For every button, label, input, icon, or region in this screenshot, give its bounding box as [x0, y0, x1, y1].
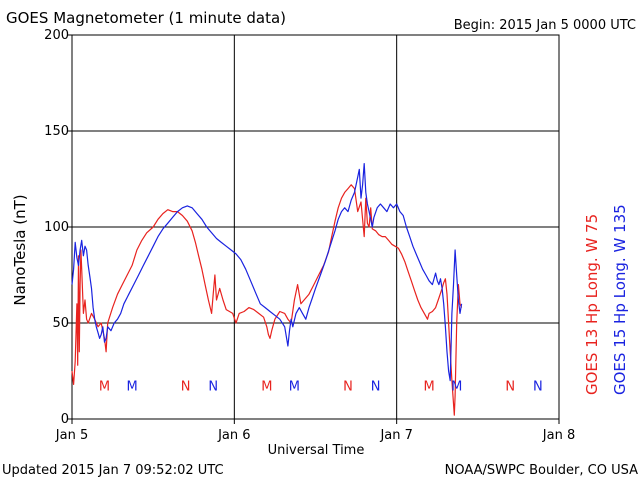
satellite-marker: M: [126, 379, 137, 394]
satellite-marker: M: [424, 379, 435, 394]
series-lines: [71, 163, 463, 416]
y-axis-ticks: 0 50 100 150 200: [44, 28, 72, 427]
begin-label: Begin: 2015 Jan 5 0000 UTC: [454, 18, 636, 33]
x-tick-label: Jan 5: [55, 428, 88, 443]
y-tick-label: 200: [44, 28, 69, 43]
satellite-marker: N: [533, 379, 543, 394]
satellite-marker: N: [208, 379, 218, 394]
x-tick-label: Jan 6: [217, 428, 250, 443]
grid-lines: [72, 35, 559, 419]
credit-label: NOAA/SWPC Boulder, CO USA: [445, 463, 638, 478]
satellite-marker: M: [289, 379, 300, 394]
legend-goes15: GOES 15 Hp Long. W 135: [611, 204, 629, 395]
chart-title: GOES Magnetometer (1 minute data): [6, 9, 286, 27]
y-axis-label: NanoTesla (nT): [11, 194, 29, 305]
goes15-line: [71, 163, 463, 382]
y-tick-label: 100: [44, 220, 69, 235]
satellite-marker: M: [99, 379, 110, 394]
y-tick-label: 150: [44, 124, 69, 139]
updated-label: Updated 2015 Jan 7 09:52:02 UTC: [2, 463, 224, 478]
goes13-line: [71, 184, 463, 416]
x-tick-label: Jan 8: [542, 428, 575, 443]
x-axis-label: Universal Time: [268, 443, 365, 458]
satellite-marker: M: [451, 379, 462, 394]
satellite-marker: N: [505, 379, 515, 394]
legend-goes13: GOES 13 Hp Long. W 75: [583, 214, 601, 395]
y-tick-label: 0: [61, 412, 69, 427]
satellite-marker: N: [181, 379, 191, 394]
x-tick-label: Jan 7: [379, 428, 412, 443]
satellite-marker: N: [343, 379, 353, 394]
y-tick-label: 50: [52, 316, 69, 331]
satellite-marker: M: [261, 379, 272, 394]
x-axis-ticks: Jan 5 Jan 6 Jan 7 Jan 8: [55, 419, 575, 443]
satellite-marker: N: [371, 379, 381, 394]
